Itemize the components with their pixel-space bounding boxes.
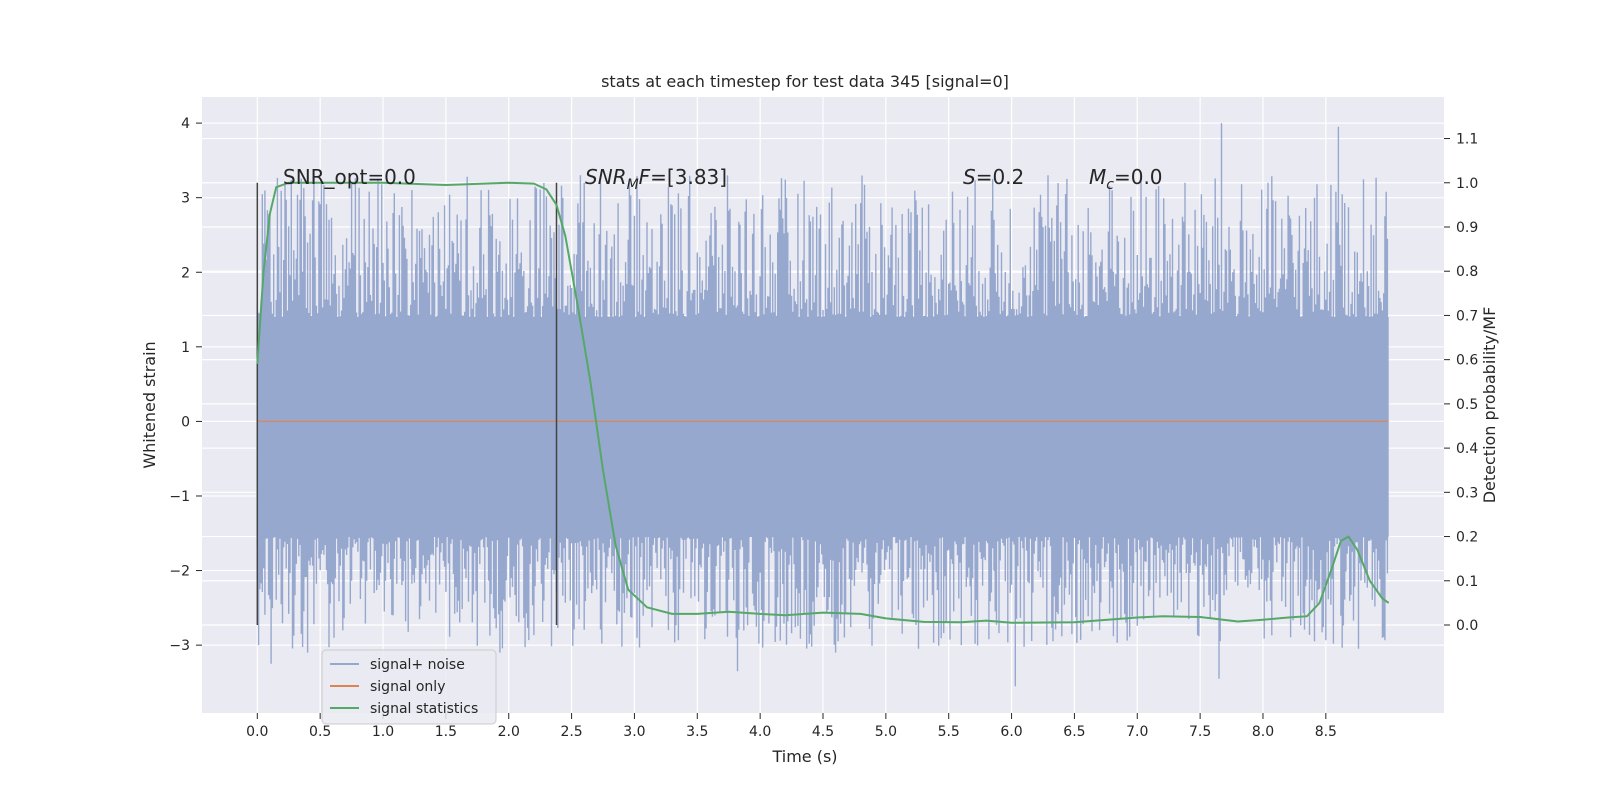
x-tick-label: 2.5 (560, 724, 582, 740)
signal-statistics-line (256, 181, 1390, 624)
annotation-mc: Mc=0.0 (1089, 165, 1163, 193)
annotation-s-label: S (963, 165, 976, 189)
y2-axis-label: Detection probability/MF (1480, 307, 1499, 504)
x-tick-label: 7.0 (1126, 724, 1148, 740)
x-tick-label: 2.0 (498, 724, 520, 740)
signal-noise-series (256, 123, 1389, 687)
x-axis-label: Time (s) (771, 747, 837, 766)
y2-tick-label: 0.9 (1456, 220, 1478, 236)
x-tick-label: 0.0 (246, 724, 268, 740)
y-tick-label: −1 (169, 489, 190, 505)
y2-tick-label: 0.6 (1456, 353, 1478, 369)
y-tick-label: 3 (181, 191, 190, 207)
x-tick-label: 6.5 (1063, 724, 1085, 740)
legend: signal+ noise signal only signal statistic… (321, 649, 497, 725)
annotation-s-value: =0.2 (976, 165, 1025, 189)
y-tick-label: −3 (169, 638, 190, 654)
annotation-mc-sub: c (1106, 177, 1114, 193)
y-tick-label: −2 (169, 564, 190, 580)
y2-tick-label: 0.4 (1456, 441, 1478, 457)
annotation-s: S=0.2 (963, 165, 1024, 189)
x-tick-label: 8.0 (1252, 724, 1274, 740)
y-tick-label: 0 (181, 414, 190, 430)
y-tick-label: 2 (181, 265, 190, 281)
legend-box (321, 649, 497, 725)
y2-tick-label: 0.2 (1456, 530, 1478, 546)
x-tick-label: 7.5 (1189, 724, 1211, 740)
annotation-mc-label: M (1089, 165, 1106, 189)
y-axis-label: Whitened strain (140, 341, 159, 468)
x-tick-label: 3.5 (686, 724, 708, 740)
x-tick-label: 4.0 (749, 724, 771, 740)
annotation-snr-mf: SNRMF=[3.83] (585, 165, 727, 193)
x-tick-label: 5.5 (938, 724, 960, 740)
x-tick-label: 6.0 (1000, 724, 1022, 740)
x-tick-label: 0.5 (309, 724, 331, 740)
y2-tick-label: 0.3 (1456, 485, 1478, 501)
annotation-snr-mf-label: SNR (585, 165, 627, 189)
x-tick-label: 4.5 (812, 724, 834, 740)
x-tick-label: 5.0 (875, 724, 897, 740)
y-tick-label: 1 (181, 340, 190, 356)
annotation-snr-mf-sub: M (627, 177, 639, 193)
x-tick-label: 8.5 (1315, 724, 1337, 740)
y2-tick-label: 0.1 (1456, 574, 1478, 590)
y2-tick-label: 0.0 (1456, 618, 1478, 634)
y2-tick-label: 0.7 (1456, 308, 1478, 324)
annotation-snr-opt: SNR_opt=0.0 (283, 165, 416, 189)
legend-label: signal statistics (370, 701, 478, 717)
legend-label: signal only (370, 679, 445, 695)
annotation-snr-mf-value: =[3.83] (650, 165, 727, 189)
axes: 0.0 0.5 1.0 1.5 2.0 2.5 3.0 3.5 4.0 4.5 5.0 5.5 6.0 6… (169, 116, 1478, 740)
overlays (256, 181, 1390, 625)
x-tick-label: 3.0 (623, 724, 645, 740)
y2-tick-label: 1.0 (1456, 176, 1478, 192)
legend-label: signal+ noise (370, 657, 465, 673)
y2-tick-label: 0.8 (1456, 264, 1478, 280)
y2-tick-label: 1.1 (1456, 132, 1478, 148)
x-tick-label: 1.5 (435, 724, 457, 740)
annotation-mc-value: =0.0 (1114, 165, 1163, 189)
y-tick-label: 4 (181, 116, 190, 132)
y2-tick-label: 0.5 (1456, 397, 1478, 413)
chart-title: stats at each timestep for test data 345… (601, 72, 1009, 91)
annotation-snr-mf-f: F (639, 165, 651, 189)
x-tick-label: 1.0 (372, 724, 394, 740)
